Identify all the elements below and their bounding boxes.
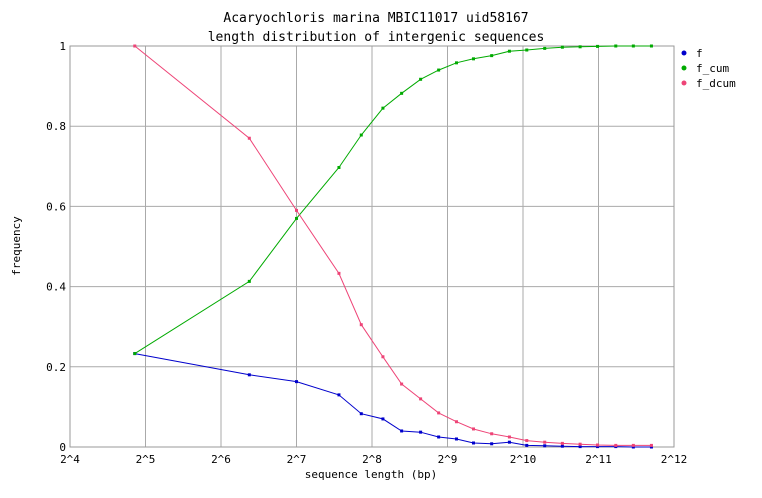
- y-tick-label: 1: [59, 40, 66, 53]
- data-point: [437, 411, 441, 415]
- data-point: [596, 443, 600, 447]
- data-point: [437, 68, 441, 72]
- plot-frame: [69, 45, 675, 448]
- data-point: [337, 166, 341, 170]
- data-point: [507, 49, 511, 53]
- data-point: [247, 373, 251, 377]
- data-point: [560, 441, 564, 445]
- data-point: [337, 393, 341, 397]
- data-point: [133, 44, 137, 48]
- data-point: [525, 48, 529, 52]
- data-point: [649, 44, 653, 48]
- y-tick-label: 0.2: [46, 361, 66, 374]
- data-point: [525, 443, 529, 447]
- data-point: [614, 44, 618, 48]
- data-point: [631, 445, 635, 449]
- data-point: [560, 444, 564, 448]
- x-tick-label: 2^11: [585, 453, 612, 466]
- data-point: [490, 54, 494, 58]
- data-point: [400, 429, 404, 433]
- data-point: [578, 45, 582, 49]
- data-point: [560, 45, 564, 49]
- series-layer: [133, 44, 653, 449]
- data-point: [359, 323, 363, 327]
- data-point: [631, 443, 635, 447]
- data-point: [454, 61, 458, 65]
- data-point: [507, 435, 511, 439]
- data-point: [400, 382, 404, 386]
- data-point: [490, 442, 494, 446]
- data-point: [596, 445, 600, 449]
- data-point: [359, 412, 363, 416]
- legend-marker: [681, 65, 687, 71]
- y-axis-ticks: 0 0.2 0.4 0.6 0.8 1: [46, 40, 66, 454]
- chart-subtitle: length distribution of intergenic sequen…: [208, 30, 545, 45]
- series-f-dcum: [133, 44, 653, 447]
- data-point: [381, 355, 385, 359]
- data-point: [295, 380, 298, 384]
- data-point: [381, 417, 385, 421]
- data-point: [247, 279, 251, 283]
- data-point: [454, 420, 458, 424]
- data-point: [419, 430, 423, 434]
- data-point: [578, 445, 582, 449]
- data-point: [359, 133, 363, 137]
- data-point: [381, 106, 385, 110]
- data-point: [419, 77, 423, 81]
- data-point: [543, 440, 547, 444]
- grid: [69, 45, 675, 448]
- data-point: [247, 136, 251, 140]
- series-f: [133, 352, 653, 449]
- data-point: [471, 57, 475, 61]
- legend-marker: [681, 50, 687, 56]
- data-point: [490, 432, 494, 436]
- data-point: [578, 442, 582, 446]
- x-tick-label: 2^4: [60, 453, 80, 466]
- x-tick-label: 2^12: [661, 453, 688, 466]
- data-point: [631, 44, 635, 48]
- data-point: [543, 46, 547, 50]
- legend-label: f_dcum: [696, 77, 736, 90]
- data-point: [437, 435, 441, 439]
- data-point: [649, 443, 653, 447]
- x-tick-label: 2^7: [287, 453, 307, 466]
- data-point: [614, 443, 618, 447]
- data-point: [133, 352, 137, 356]
- y-tick-label: 0.6: [46, 200, 66, 213]
- data-point: [295, 208, 298, 212]
- data-point: [596, 44, 600, 48]
- x-tick-label: 2^8: [362, 453, 382, 466]
- data-point: [419, 397, 423, 401]
- chart-title: Acaryochloris marina MBIC11017 uid58167: [223, 11, 528, 26]
- y-tick-label: 0.8: [46, 120, 66, 133]
- data-point: [543, 444, 547, 448]
- data-point: [471, 427, 475, 431]
- x-tick-label: 2^5: [136, 453, 156, 466]
- data-point: [507, 440, 511, 444]
- data-point: [471, 441, 475, 445]
- data-point: [295, 216, 298, 220]
- x-tick-label: 2^10: [510, 453, 537, 466]
- data-point: [337, 271, 341, 275]
- y-tick-label: 0: [59, 441, 66, 454]
- x-tick-label: 2^9: [438, 453, 458, 466]
- y-axis-label: frequency: [10, 216, 23, 276]
- x-axis-label: sequence length (bp): [305, 468, 437, 481]
- legend: f f_cum f_dcum: [681, 47, 736, 90]
- legend-label: f_cum: [696, 62, 729, 75]
- data-point: [454, 437, 458, 441]
- data-point: [400, 91, 404, 95]
- y-tick-label: 0.4: [46, 281, 66, 294]
- legend-label: f: [696, 47, 703, 60]
- data-point: [525, 439, 529, 443]
- x-tick-label: 2^6: [211, 453, 231, 466]
- x-axis-ticks: 2^4 2^5 2^6 2^7 2^8 2^9 2^10 2^11 2^12: [60, 453, 687, 466]
- legend-marker: [681, 80, 687, 86]
- series-f-cum: [133, 44, 653, 356]
- data-point: [649, 445, 653, 449]
